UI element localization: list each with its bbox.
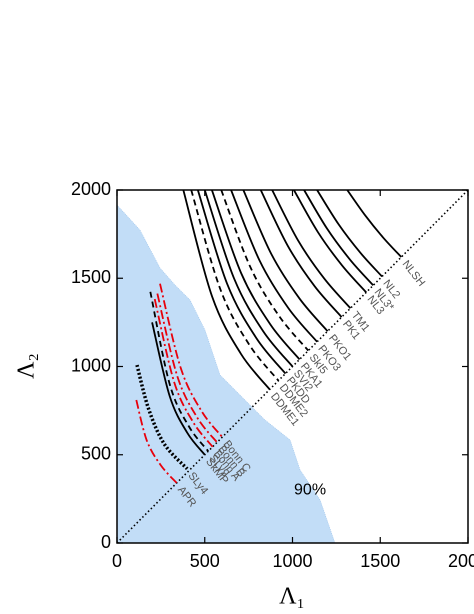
y-tick-label: 500 (81, 444, 111, 464)
credible-region (117, 204, 336, 543)
eos-curve (149, 291, 209, 452)
eos-curve (159, 283, 224, 438)
region-label: 90% (294, 481, 326, 498)
eos-curve (230, 190, 318, 343)
eos-curve (151, 322, 206, 456)
eos-curve (156, 293, 218, 443)
eos-curve (182, 190, 271, 391)
x-tick-label: 2000 (448, 551, 474, 571)
y-tick-label: 1500 (71, 267, 111, 287)
y-axis-label: Λ₂ (14, 353, 40, 379)
eos-curve (303, 190, 374, 286)
x-axis-label: Λ₁ (279, 584, 305, 610)
y-tick-label: 2000 (71, 179, 111, 199)
eos-curve (271, 190, 352, 309)
eos-curve (242, 190, 329, 332)
x-tick-label: 0 (112, 551, 122, 571)
eos-curve (293, 190, 367, 293)
eos-curve (316, 190, 383, 278)
eos-curve (135, 399, 178, 484)
x-tick-label: 500 (190, 551, 220, 571)
x-tick-label: 1500 (360, 551, 400, 571)
plot (117, 190, 468, 543)
eos-curve (135, 364, 189, 471)
x-tick-label: 1000 (272, 551, 312, 571)
eos-curve (197, 190, 287, 375)
curve-label: NLSH (400, 258, 428, 289)
eos-curve (211, 190, 301, 361)
y-tick-label: 1000 (71, 355, 111, 375)
eos-curve (203, 190, 294, 368)
eos-curve (220, 190, 309, 352)
y-tick-label: 0 (101, 532, 111, 552)
eos-curve (153, 298, 214, 448)
eos-curve (259, 190, 343, 318)
eos-curve (346, 190, 402, 258)
